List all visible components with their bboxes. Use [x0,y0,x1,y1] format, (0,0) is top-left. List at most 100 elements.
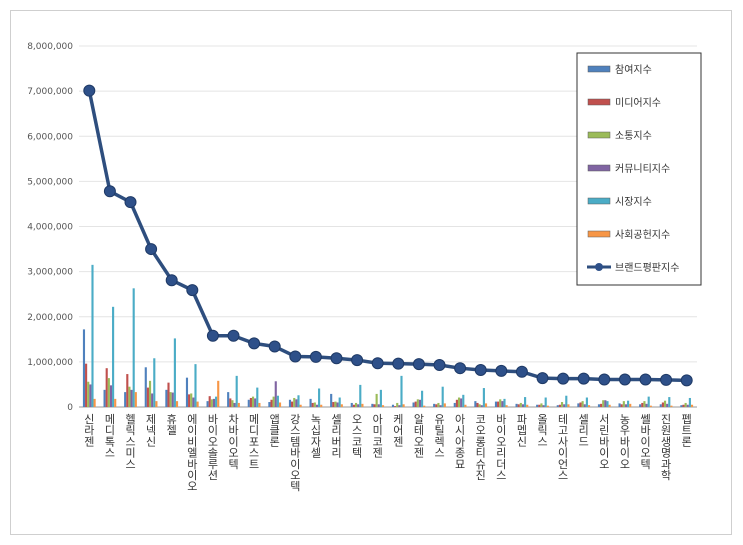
bar [371,403,374,407]
bar [375,393,378,407]
bar [229,398,232,407]
bar [293,397,296,407]
bar [188,394,191,407]
bar [526,404,529,407]
bar [350,402,353,407]
bar [373,404,376,407]
bar [600,403,603,407]
bar [421,390,424,407]
y-tick-label: 3,000,000 [27,268,73,278]
line-point [206,329,219,342]
brand-reputation-chart: 0 1,000,000 2,000,000 3,000,000 4,000,000 5,0… [27,42,702,493]
bar [558,404,561,407]
bar [542,405,545,407]
bar [130,389,133,407]
bar [688,397,691,407]
bar [354,402,358,407]
bar [173,338,176,407]
bar [581,401,584,407]
bar [670,405,673,407]
bar [577,403,580,407]
bar [320,404,323,407]
bar [544,397,547,407]
bar [629,403,632,407]
line-point [660,373,673,386]
bar [185,377,189,407]
bar [402,404,405,407]
legend-label: 사회공헌지수 [615,229,670,241]
bar [338,397,341,407]
legend-swatch [587,230,611,238]
legend-label: 참여지수 [615,64,652,76]
bar [144,367,147,407]
y-tick-label: 8,000,000 [27,42,73,52]
bar [132,288,135,407]
bar [251,396,255,407]
bar [414,401,417,407]
bar [396,402,399,407]
y-tick-label: 6,000,000 [27,132,73,142]
line-point [598,373,611,386]
bar [192,397,195,407]
bar [443,403,446,407]
line-point [124,196,137,209]
bar [276,395,279,407]
bar [684,402,687,407]
bar [620,404,623,407]
bar [499,399,502,407]
bar [330,393,333,407]
bar [210,399,213,407]
y-tick-label: 1,000,000 [27,358,73,368]
bar [439,405,442,407]
bar [394,406,397,407]
bar [602,400,605,407]
line-point [371,357,384,370]
bar [249,397,252,407]
bar [155,401,158,407]
bar [622,401,625,407]
legend-label: 커뮤니티지수 [615,163,670,175]
bar [357,404,360,407]
bar [680,405,683,407]
bar [494,401,498,407]
bar [175,401,179,407]
legend-point-swatch [595,263,603,271]
bar [309,398,312,407]
bar [165,389,168,407]
bar [690,404,694,407]
line-point [680,374,693,387]
bar [560,402,564,407]
bar [659,404,662,407]
bar [608,404,611,407]
legend-swatch [587,65,611,73]
line-point [618,373,631,386]
line-point [639,373,652,386]
legend-swatch [587,98,611,106]
legend-label: 시장지수 [615,196,652,208]
bar [641,402,644,407]
bar [682,404,685,407]
bar [112,306,115,407]
bar [237,402,240,407]
bar [536,404,539,407]
bar [515,403,518,407]
bar [556,405,559,407]
bar [482,388,485,407]
bar [272,396,275,407]
bar [318,388,321,407]
bar [587,405,591,407]
legend-label: 브랜드평판지수 [615,262,679,274]
bar [379,389,382,407]
line-point [145,243,158,256]
bar [538,404,541,407]
